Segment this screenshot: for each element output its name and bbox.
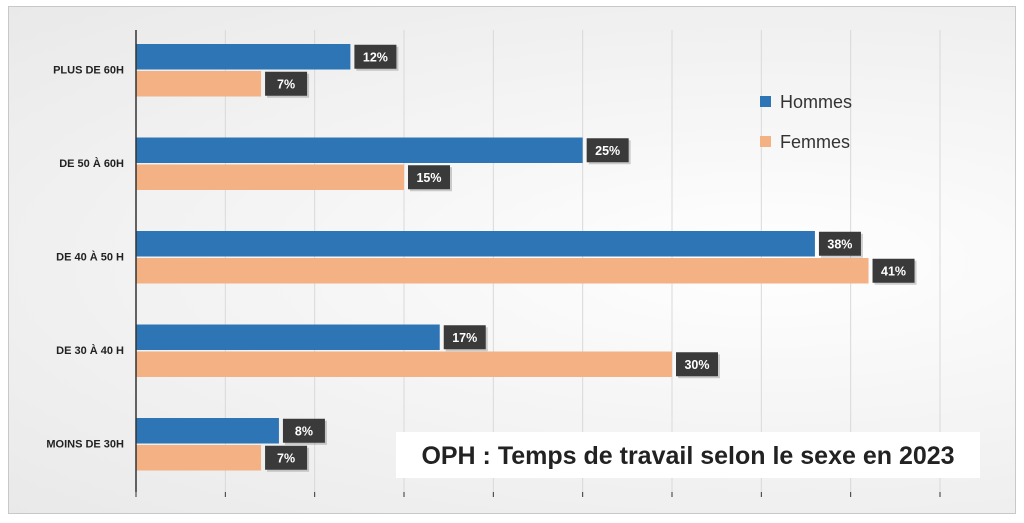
data-label-box (586, 138, 629, 163)
category-label: MOINS DE 30H (46, 439, 124, 451)
data-label-box (265, 71, 308, 96)
bar-femmes (136, 351, 672, 377)
chart-title: OPH : Temps de travail selon le sexe en … (421, 442, 954, 470)
data-label: 17% (452, 331, 477, 345)
bar-hommes (136, 418, 279, 444)
legend-label-femmes: Femmes (780, 132, 850, 152)
bar-hommes (136, 324, 440, 350)
data-label-box (676, 352, 718, 377)
legend-swatch-hommes (760, 96, 771, 107)
data-label: 12% (363, 50, 388, 64)
category-labels: PLUS DE 60H DE 50 À 60H DE 40 À 50 H DE 30 … (46, 65, 124, 451)
data-label: 7% (277, 77, 295, 91)
data-label: 25% (595, 144, 620, 158)
data-label: 30% (684, 358, 709, 372)
data-label-box (818, 231, 861, 256)
bar-hommes (136, 231, 815, 257)
data-label-box (872, 258, 915, 283)
bar-hommes (136, 137, 583, 163)
category-label: DE 30 À 40 H (56, 344, 124, 357)
data-label-box (443, 325, 486, 350)
bar-femmes (136, 71, 262, 97)
category-label: DE 40 À 50 H (56, 251, 124, 264)
bar-femmes (136, 164, 404, 190)
legend: Hommes Femmes (760, 92, 852, 152)
category-label: DE 50 À 60H (59, 157, 124, 170)
data-label-box (265, 445, 308, 470)
data-label-box (354, 44, 397, 69)
data-label: 15% (416, 171, 441, 185)
bars-group: 12%7%25%15%38%41%17%30%8%7% (136, 44, 917, 472)
bar-femmes (136, 258, 869, 284)
category-label: PLUS DE 60H (53, 65, 124, 77)
legend-label-hommes: Hommes (780, 92, 852, 112)
data-label: 38% (827, 237, 852, 251)
data-label: 8% (295, 424, 313, 438)
data-label: 7% (277, 451, 295, 465)
bar-hommes (136, 44, 351, 70)
data-label-box (282, 418, 325, 443)
title-box (396, 432, 980, 478)
data-label-box (408, 165, 450, 190)
data-label: 41% (881, 264, 906, 278)
legend-swatch-femmes (760, 136, 771, 147)
bar-femmes (136, 445, 262, 471)
